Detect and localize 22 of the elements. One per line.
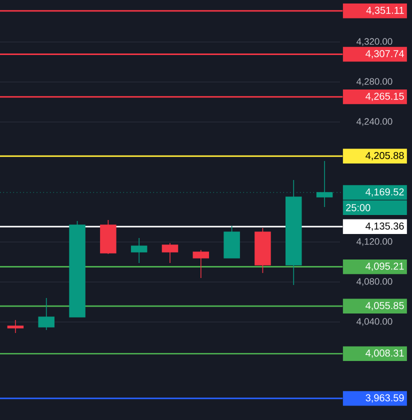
y-tick-label: 4,040.00 — [356, 318, 392, 326]
y-tick-label: 4,280.00 — [356, 78, 392, 86]
ref-line-label: 4,205.88 — [366, 152, 404, 160]
candlestick — [192, 250, 210, 278]
ref-line-label: 3,963.59 — [366, 394, 404, 403]
ref-line-label: 4,095.21 — [366, 262, 404, 271]
candlestick — [130, 238, 148, 264]
text: 25:00 — [346, 204, 370, 212]
ref-line-label: 4,265.15 — [366, 92, 404, 101]
y-tick-label: 4,120.00 — [356, 238, 392, 246]
ref-line-label: 4,055.85 — [366, 302, 404, 310]
ref-line-label: 4,351.11 — [366, 6, 404, 16]
candlestick — [162, 242, 178, 264]
candlestick — [38, 298, 54, 330]
ref-line-label: 4,169.52 — [366, 188, 404, 197]
ref-line-label: 4,008.31 — [366, 350, 404, 358]
y-tick-label: 4,240.00 — [356, 118, 392, 126]
ref-line-label: 4,307.74 — [366, 50, 404, 58]
ref-line-label: 4,135.36 — [366, 222, 404, 231]
candlestick — [7, 320, 24, 334]
y-tick-label: 4,080.00 — [356, 278, 392, 286]
y-tick-label: 4,320.00 — [356, 38, 392, 46]
